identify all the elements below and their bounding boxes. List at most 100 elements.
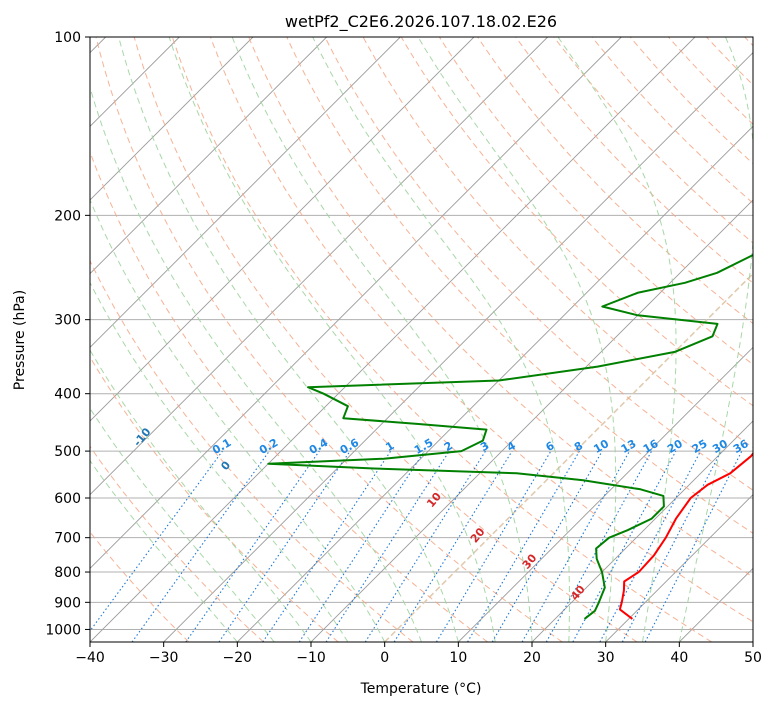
dry-adiabat-line [95,37,563,642]
mixing-ratio-line [262,450,392,642]
isotherm-line [90,37,475,422]
isotherm-line [384,272,753,642]
moist-adiabat-line [118,37,459,642]
dry-adiabat-lines [90,37,753,642]
moist-adiabat-line [90,349,312,642]
mixing-ratio-line [521,450,630,642]
mixing-ratio-label: 8 [572,439,585,454]
adiabat-label-red: 40 [568,583,588,603]
dry-adiabat-line [90,150,488,642]
temperature-profile-line [618,451,753,620]
x-axis-ticks: −40 −30 −20 −10 0 10 20 30 40 50 [75,642,762,666]
mixing-ratio-line [90,450,223,632]
adiabat-label-red: 10 [424,490,444,510]
mixing-ratio-line [572,450,677,642]
x-tick-label: 0 [380,650,389,666]
isotherm-line [90,37,548,496]
dry-adiabat-line [706,37,753,86]
dry-adiabat-line [362,37,753,449]
mixing-ratio-label: 0.4 [307,436,331,457]
dry-adiabat-line [744,37,753,47]
isotherm-line [458,346,753,642]
x-tick-label: −10 [296,650,326,666]
isotherm-line [90,37,254,201]
moist-adiabat-line [90,281,349,642]
adiabat-label-red: 20 [468,525,488,545]
mixing-ratio-label: 4 [505,439,518,454]
mixing-ratio-label: 30 [710,437,730,456]
dry-adiabat-line [248,37,753,578]
moist-adiabat-line [557,37,677,642]
dry-adiabat-line [90,531,190,642]
mixing-ratio-label: 1 [383,439,396,454]
background-line-labels: 0.10.20.40.611.52346810131620253036-100-… [131,425,751,603]
dewpoint-profile-line [267,253,753,620]
dry-adiabat-line [90,259,414,642]
dry-adiabat-line [629,37,753,165]
isotherm-line [752,641,753,642]
isotherm-line [605,494,753,642]
dry-adiabat-line [438,37,753,366]
dry-adiabat-line [515,37,753,284]
mixing-ratio-line [298,450,425,642]
isotherm-line [90,37,622,569]
moist-adiabat-line [90,198,386,642]
dry-adiabat-line [90,445,264,642]
y-tick-label: 400 [54,387,81,403]
dry-adiabat-line [553,37,753,244]
x-tick-label: 40 [670,650,688,666]
moist-adiabat-line [231,37,533,642]
moist-adiabat-line [168,37,496,642]
x-tick-label: 20 [523,650,541,666]
moist-adiabat-line [678,37,753,642]
x-axis-label: Temperature (°C) [360,681,482,697]
moist-adiabat-line [90,407,275,642]
x-tick-label: −20 [223,650,253,666]
mixing-ratio-label: 0.6 [338,436,362,457]
y-tick-label: 600 [54,491,81,507]
dry-adiabat-line [90,356,339,642]
isotherm-lines [90,37,753,642]
mixing-ratio-label: 10 [591,437,611,456]
mixing-ratio-line [218,450,351,642]
mixing-ratio-line [393,450,513,642]
dry-adiabat-line [668,37,753,125]
y-tick-label: 1000 [45,622,81,638]
chart-title: wetPf2_C2E6.2026.107.18.02.E26 [285,12,557,32]
dry-adiabat-line [400,37,753,407]
isotherm-line [531,420,753,642]
dry-adiabat-line [591,37,753,204]
isotherm-line [679,567,753,642]
y-axis-label: Pressure (hPa) [12,290,28,390]
moist-adiabat-line [90,459,238,642]
dry-adiabat-line [477,37,753,325]
mixing-ratio-line [491,450,603,642]
mixing-ratio-line [325,450,450,642]
plot-area: 0.10.20.40.611.52346810131620253036-100-… [90,37,753,642]
y-tick-label: 100 [54,30,81,46]
y-tick-label: 200 [54,208,81,224]
mixing-ratio-label: 0.1 [210,436,233,457]
y-tick-label: 900 [54,595,81,611]
adiabat-label-red: 30 [520,551,540,571]
mixing-ratio-label: 25 [690,437,710,456]
y-tick-label: 800 [54,565,81,581]
y-tick-label: 700 [54,531,81,547]
mixing-ratio-line [435,450,552,642]
moist-adiabat-line [417,37,617,642]
isotherm-line [163,52,753,642]
dry-adiabat-line [210,37,753,623]
dry-adiabat-line [324,37,753,491]
x-tick-label: −30 [149,650,179,666]
mixing-ratio-label: 20 [665,437,685,456]
dry-adiabat-line [171,37,712,642]
mixing-ratio-label: 13 [619,437,639,456]
x-tick-label: 30 [597,650,615,666]
x-tick-label: 50 [744,650,762,666]
x-tick-label: −40 [75,650,105,666]
y-axis-ticks: 100 200 300 400 500 600 700 800 900 1000 [45,30,90,638]
isotherm-line [90,37,401,348]
plot-frame [89,36,754,643]
adiabat-label: -10 [131,425,154,449]
